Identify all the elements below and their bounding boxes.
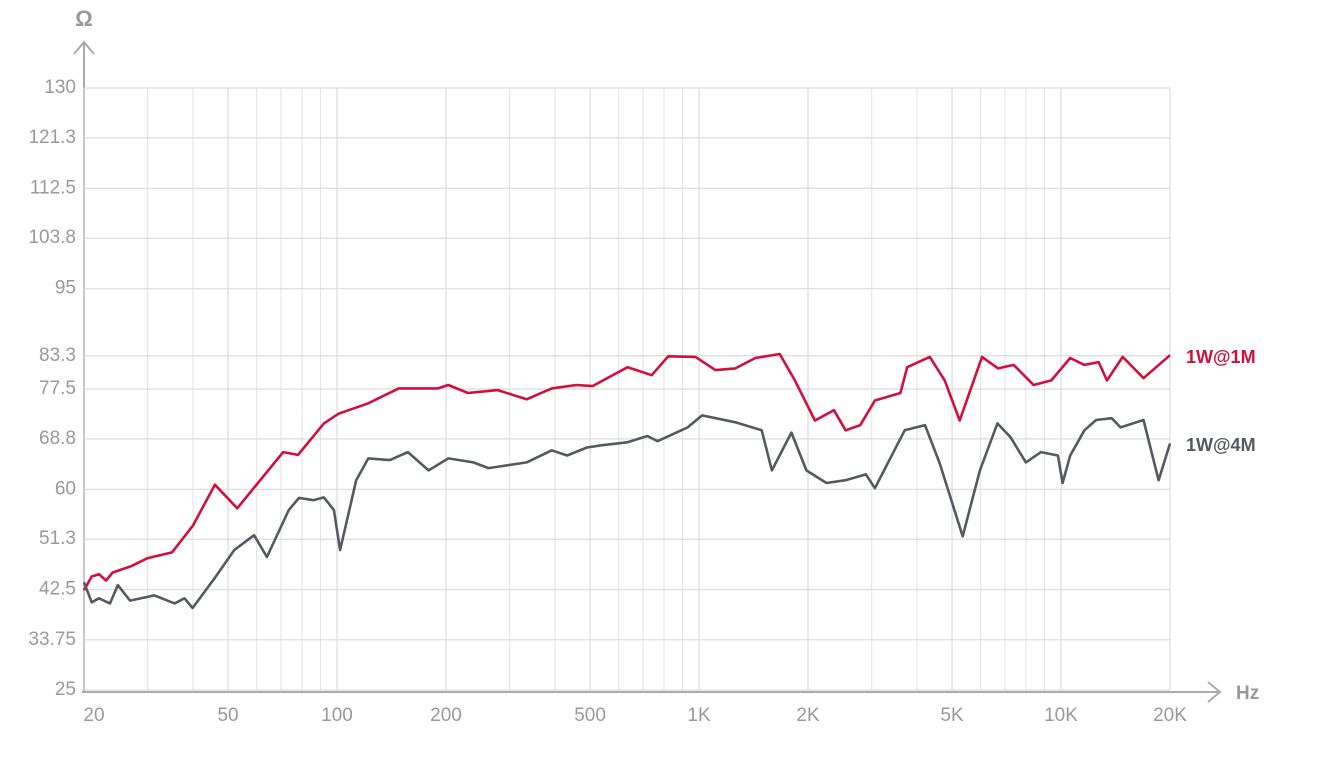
legend-label: 1W@1M — [1186, 347, 1256, 367]
y-tick-label: 68.8 — [39, 428, 76, 449]
x-tick-label: 5K — [940, 705, 964, 726]
y-tick-label: 103.8 — [28, 227, 76, 248]
x-tick-label: 20K — [1153, 705, 1187, 726]
x-axis-arrow — [1207, 681, 1222, 703]
x-tick-label: 500 — [574, 705, 606, 726]
y-axis-label: Ω — [75, 6, 93, 31]
x-tick-label: 10K — [1044, 705, 1078, 726]
y-tick-label: 121.3 — [28, 127, 76, 148]
y-tick-label: 25 — [55, 679, 76, 700]
y-tick-label: 33.75 — [28, 629, 76, 650]
x-tick-label: 100 — [321, 705, 353, 726]
series-line — [82, 414, 1172, 610]
y-tick-label: 83.3 — [39, 345, 76, 366]
series-line — [82, 352, 1171, 591]
y-tick-label: 42.5 — [39, 579, 76, 600]
y-tick-label: 130 — [44, 77, 76, 98]
y-tick-label: 60 — [55, 478, 76, 499]
y-tick-label: 112.5 — [30, 177, 76, 198]
x-tick-label: 200 — [430, 705, 462, 726]
x-tick-label: 50 — [217, 705, 238, 726]
legend-label: 1W@4M — [1186, 435, 1256, 455]
y-tick-label: 51.3 — [39, 528, 76, 549]
x-tick-label: 20 — [83, 705, 104, 726]
y-axis-arrow — [73, 40, 95, 55]
y-tick-label: 77.5 — [39, 378, 76, 399]
x-tick-label: 2K — [796, 705, 820, 726]
x-tick-label: 1K — [687, 705, 711, 726]
y-tick-label: 95 — [55, 278, 76, 299]
x-axis-label: Hz — [1236, 683, 1259, 704]
